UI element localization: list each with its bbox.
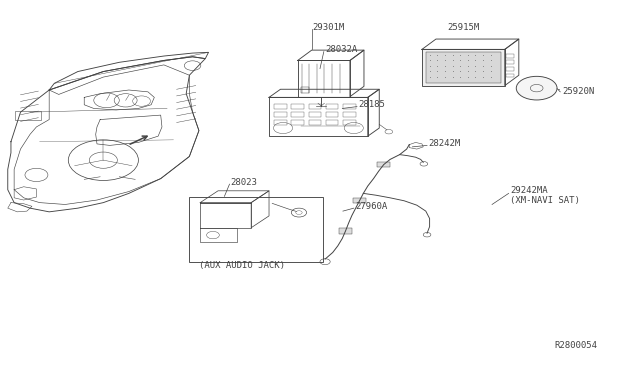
Text: 28242M: 28242M: [428, 139, 461, 148]
Bar: [378, 162, 390, 167]
Bar: [506, 54, 514, 58]
Bar: [426, 52, 501, 83]
Bar: [308, 120, 321, 125]
Text: 28032A: 28032A: [325, 45, 357, 54]
Text: 27960A: 27960A: [355, 202, 387, 211]
Bar: [326, 104, 339, 109]
Text: 28185: 28185: [358, 100, 385, 109]
Bar: [308, 104, 321, 109]
Bar: [422, 49, 505, 86]
Bar: [189, 197, 323, 262]
Text: (AUX AUDIO JACK): (AUX AUDIO JACK): [199, 261, 285, 270]
Text: 25920N: 25920N: [562, 87, 595, 96]
Bar: [274, 120, 287, 125]
Bar: [339, 228, 352, 234]
Bar: [291, 112, 304, 117]
Bar: [274, 112, 287, 117]
Bar: [326, 120, 339, 125]
Bar: [15, 111, 41, 120]
Text: (XM-NAVI SAT): (XM-NAVI SAT): [510, 196, 580, 205]
Bar: [343, 120, 356, 125]
Text: R2800054: R2800054: [554, 341, 598, 350]
Bar: [326, 112, 339, 117]
Bar: [343, 112, 356, 117]
Bar: [506, 67, 514, 71]
Circle shape: [516, 76, 557, 100]
Bar: [301, 87, 308, 93]
Text: 28023: 28023: [231, 178, 258, 187]
Bar: [343, 104, 356, 109]
Bar: [353, 198, 366, 203]
Bar: [506, 74, 514, 77]
Bar: [274, 104, 287, 109]
Text: 29301M: 29301M: [312, 23, 344, 32]
Text: 29242MA: 29242MA: [510, 186, 547, 195]
Bar: [308, 112, 321, 117]
Text: 25915M: 25915M: [447, 23, 480, 32]
Bar: [506, 61, 514, 64]
Bar: [291, 120, 304, 125]
Bar: [291, 104, 304, 109]
